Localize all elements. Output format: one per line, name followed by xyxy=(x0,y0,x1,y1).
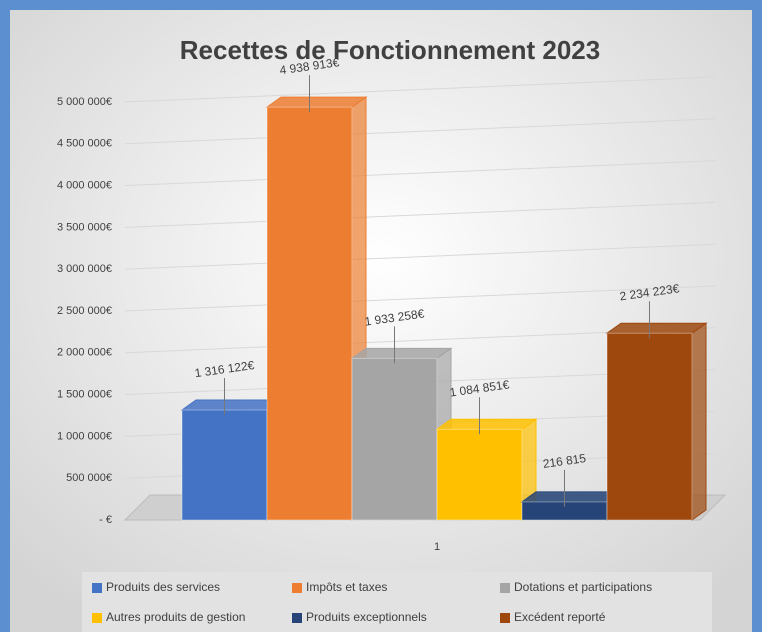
legend-swatch xyxy=(92,613,102,623)
grid-line xyxy=(124,118,716,145)
bar xyxy=(266,106,353,521)
y-tick-label: 1 500 000€ xyxy=(57,389,112,401)
bar xyxy=(606,332,693,521)
y-tick-label: 3 000 000€ xyxy=(57,263,112,275)
y-tick-label: 3 500 000€ xyxy=(57,221,112,233)
bar-top xyxy=(520,491,623,503)
grid-line xyxy=(124,76,716,103)
y-tick-label: 4 500 000€ xyxy=(57,138,112,150)
grid-line xyxy=(124,285,716,312)
legend-label: Impôts et taxes xyxy=(306,580,387,594)
bar xyxy=(436,428,523,521)
chart-title: Recettes de Fonctionnement 2023 xyxy=(180,35,600,65)
legend-swatch xyxy=(500,613,510,623)
bar-top xyxy=(265,96,368,108)
bar xyxy=(351,357,438,521)
legend-label: Excédent reporté xyxy=(514,610,606,624)
legend-swatch xyxy=(292,583,302,593)
y-tick-label: 5 000 000€ xyxy=(57,96,112,108)
chart-background xyxy=(10,10,752,632)
grid-line xyxy=(124,160,716,187)
grid-line xyxy=(124,243,716,270)
y-tick-label: 500 000€ xyxy=(66,472,112,484)
grid-line xyxy=(124,201,716,228)
legend-label: Autres produits de gestion xyxy=(106,610,245,624)
legend-swatch xyxy=(92,583,102,593)
legend-label: Dotations et participations xyxy=(514,580,652,594)
x-tick-label: 1 xyxy=(434,541,440,553)
y-tick-label: 1 000 000€ xyxy=(57,430,112,442)
y-tick-label: - € xyxy=(99,514,112,526)
legend-label: Produits des services xyxy=(106,580,220,594)
y-tick-label: 4 000 000€ xyxy=(57,180,112,192)
legend-swatch xyxy=(292,613,302,623)
bar xyxy=(181,409,268,521)
y-tick-label: 2 500 000€ xyxy=(57,305,112,317)
legend-swatch xyxy=(500,583,510,593)
bar-top xyxy=(180,399,283,411)
legend-label: Produits exceptionnels xyxy=(306,610,427,624)
legend-background xyxy=(82,572,712,632)
bar-top xyxy=(435,418,538,430)
bar-top xyxy=(350,347,453,359)
data-label: 216 815 xyxy=(542,451,587,471)
bar-top xyxy=(605,322,708,334)
bar-side xyxy=(691,322,707,521)
y-tick-label: 2 000 000€ xyxy=(57,347,112,359)
